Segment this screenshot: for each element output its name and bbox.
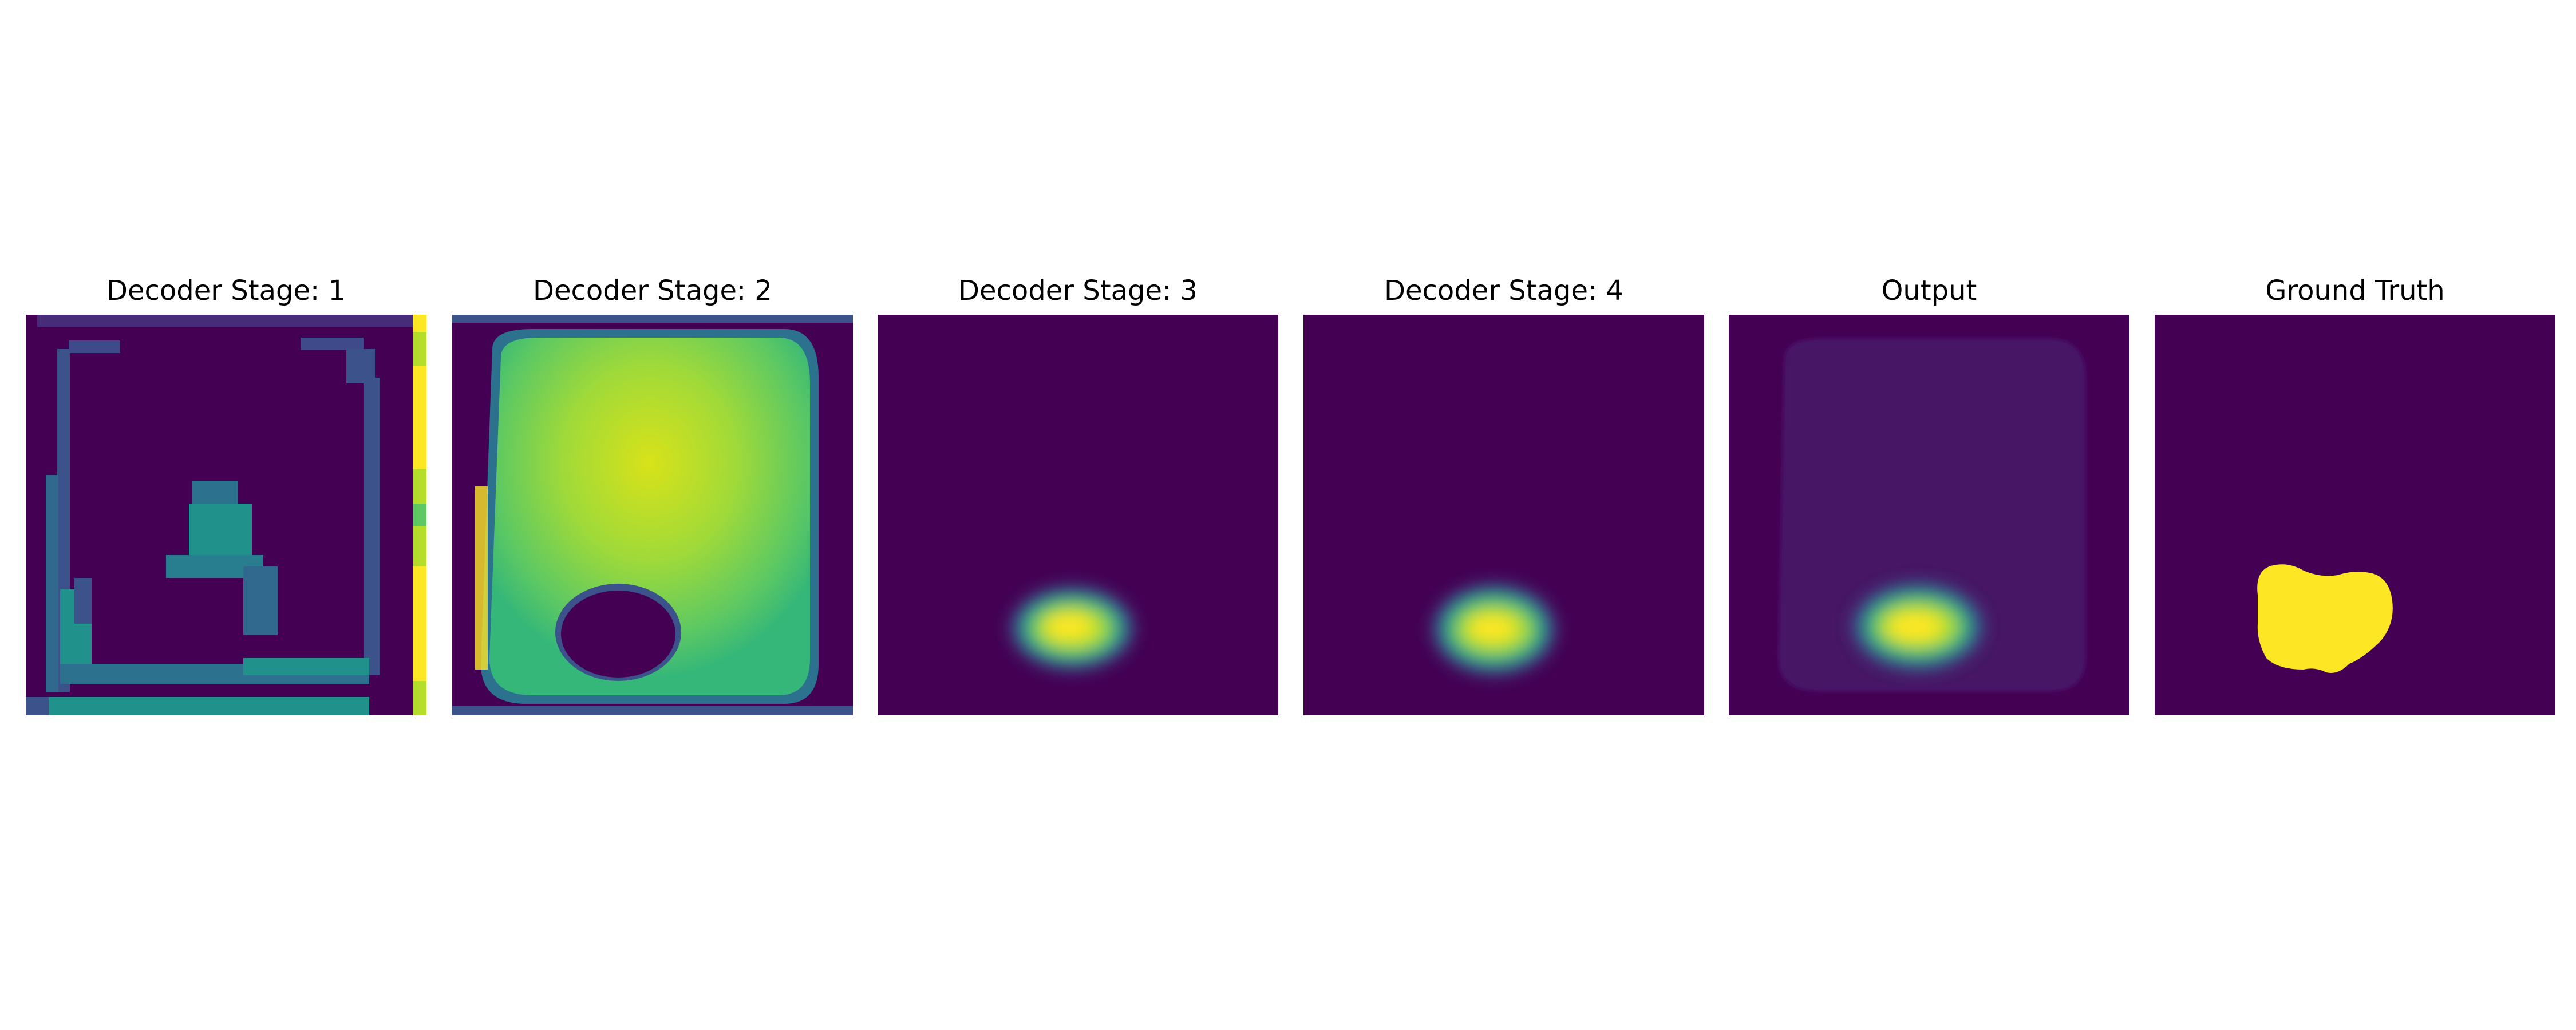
prediction-heatmap-image: [1729, 315, 2129, 715]
panel-output: [1729, 315, 2129, 715]
panel-ground-truth: [2155, 315, 2555, 715]
panel-decoder-stage-4: [1303, 315, 1704, 715]
panel-decoder-stage-2: [452, 315, 853, 715]
panel-title-output: Output: [1881, 275, 1977, 307]
panel-decoder-stage-3: [878, 315, 1278, 715]
feature-map-blob-image: [878, 315, 1278, 715]
feature-map-coarse-image: [26, 315, 426, 715]
panel-title-decoder-stage-1: Decoder Stage: 1: [106, 275, 346, 307]
panel-title-decoder-stage-3: Decoder Stage: 3: [958, 275, 1198, 307]
panel-title-decoder-stage-2: Decoder Stage: 2: [533, 275, 772, 307]
feature-map-region-image: [452, 315, 853, 715]
binary-mask-image: [2155, 315, 2555, 715]
panel-title-decoder-stage-4: Decoder Stage: 4: [1384, 275, 1623, 307]
feature-map-blob-image: [1303, 315, 1704, 715]
panel-decoder-stage-1: [26, 315, 426, 715]
panel-title-ground-truth: Ground Truth: [2265, 275, 2445, 307]
